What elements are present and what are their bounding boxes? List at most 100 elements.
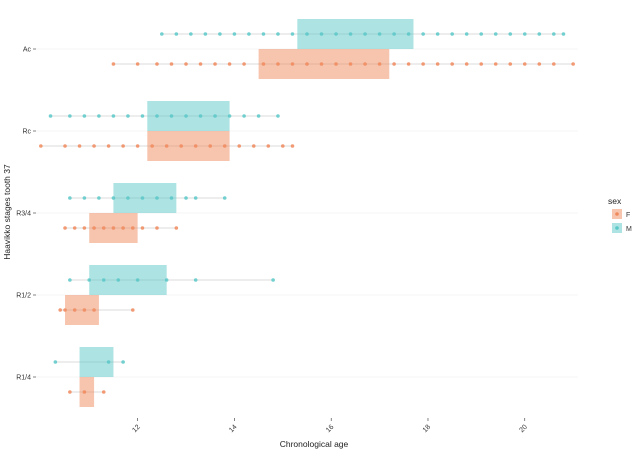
point-M-Ac bbox=[276, 32, 280, 36]
point-M-Rc bbox=[276, 114, 280, 118]
point-F-Ac bbox=[522, 62, 527, 66]
point-F-Rc bbox=[237, 144, 242, 148]
point-F-R3/4 bbox=[155, 226, 159, 230]
point-M-Ac bbox=[363, 32, 367, 36]
point-F-Rc bbox=[135, 144, 140, 148]
point-F-Ac bbox=[377, 62, 382, 66]
point-F-R3/4 bbox=[101, 226, 106, 230]
point-M-Ac bbox=[406, 32, 411, 36]
point-F-Ac bbox=[242, 62, 246, 66]
y-tick-label: Rc bbox=[22, 129, 31, 136]
point-M-R1/2 bbox=[87, 278, 92, 282]
point-F-Ac bbox=[319, 62, 324, 66]
point-F-R1/4 bbox=[68, 390, 72, 394]
point-F-Ac bbox=[552, 62, 556, 66]
point-F-Ac bbox=[290, 62, 295, 66]
point-M-Rc bbox=[227, 114, 232, 118]
x-tick-label: 18 bbox=[422, 424, 433, 435]
point-M-Rc bbox=[97, 114, 101, 118]
point-M-Ac bbox=[174, 32, 179, 36]
point-F-Rc bbox=[290, 144, 295, 148]
point-F-Ac bbox=[334, 62, 338, 66]
point-M-Rc bbox=[169, 114, 174, 118]
point-F-Ac bbox=[227, 62, 232, 66]
point-F-R3/4 bbox=[121, 226, 125, 230]
point-M-Rc bbox=[68, 114, 72, 118]
box-F-R1/4 bbox=[79, 377, 95, 407]
point-M-R3/4 bbox=[68, 196, 72, 200]
point-F-Ac bbox=[169, 62, 174, 66]
point-F-R3/4 bbox=[111, 226, 116, 230]
point-F-R3/4 bbox=[130, 226, 135, 230]
point-F-Rc bbox=[121, 144, 125, 148]
point-F-Ac bbox=[261, 62, 266, 66]
box-M-Ac bbox=[297, 19, 414, 49]
point-M-Ac bbox=[348, 32, 353, 36]
point-F-R1/2 bbox=[58, 308, 62, 312]
point-M-R1/2 bbox=[101, 278, 106, 282]
point-F-Rc bbox=[266, 144, 271, 148]
point-M-Ac bbox=[305, 32, 309, 36]
point-M-R3/4 bbox=[184, 196, 188, 200]
y-axis: Ac Rc R3/4 R1/2 R1/4 bbox=[16, 47, 36, 382]
legend-label-M: M bbox=[626, 226, 632, 233]
point-F-R3/4 bbox=[174, 226, 179, 230]
point-M-Rc bbox=[82, 114, 87, 118]
x-tick-label: 14 bbox=[228, 424, 239, 435]
point-M-Ac bbox=[203, 32, 208, 36]
point-F-Ac bbox=[406, 62, 411, 66]
point-F-Rc bbox=[77, 144, 82, 148]
point-M-R3/4 bbox=[97, 196, 101, 200]
point-F-Ac bbox=[213, 62, 217, 66]
point-M-Ac bbox=[537, 32, 542, 36]
point-F-R3/4 bbox=[140, 226, 145, 230]
point-F-Rc bbox=[208, 144, 213, 148]
point-F-Ac bbox=[435, 62, 440, 66]
point-M-Ac bbox=[493, 32, 498, 36]
point-M-R1/2 bbox=[164, 278, 169, 282]
point-F-Ac bbox=[276, 62, 280, 66]
point-M-R1/2 bbox=[271, 278, 275, 282]
point-F-Ac bbox=[450, 62, 454, 66]
point-M-R1/4 bbox=[106, 360, 111, 364]
point-M-Rc bbox=[213, 114, 217, 118]
legend: sex FM bbox=[608, 196, 632, 233]
point-M-R3/4 bbox=[193, 196, 198, 200]
point-F-Ac bbox=[392, 62, 396, 66]
y-axis-title: Haavikko stages tooth 37 bbox=[2, 164, 12, 260]
point-F-Rc bbox=[39, 144, 43, 148]
point-F-Ac bbox=[493, 62, 498, 66]
y-tick-label: R3/4 bbox=[16, 211, 31, 218]
point-M-R3/4 bbox=[82, 196, 87, 200]
point-F-Rc bbox=[164, 144, 169, 148]
point-M-Rc bbox=[256, 114, 261, 118]
point-F-Ac bbox=[348, 62, 353, 66]
point-M-R1/2 bbox=[193, 278, 198, 282]
y-tick-label: R1/2 bbox=[16, 293, 31, 300]
x-axis-title: Chronological age bbox=[280, 439, 349, 449]
point-F-R3/4 bbox=[82, 226, 87, 230]
point-M-Ac bbox=[261, 32, 266, 36]
y-tick-label: R1/4 bbox=[16, 375, 31, 382]
point-F-R3/4 bbox=[92, 226, 96, 230]
point-M-Ac bbox=[464, 32, 469, 36]
point-F-Ac bbox=[363, 62, 367, 66]
point-layer bbox=[39, 32, 575, 394]
point-F-Ac bbox=[155, 62, 159, 66]
point-M-R3/4 bbox=[155, 196, 159, 200]
point-F-Rc bbox=[193, 144, 198, 148]
point-F-R3/4 bbox=[72, 226, 77, 230]
point-F-Ac bbox=[184, 62, 188, 66]
x-tick-label: 12 bbox=[131, 424, 142, 435]
box-M-R1/2 bbox=[89, 265, 167, 295]
point-M-Rc bbox=[126, 114, 130, 118]
legend-label-F: F bbox=[626, 212, 630, 219]
point-F-Ac bbox=[135, 62, 140, 66]
point-M-Ac bbox=[522, 32, 527, 36]
point-M-Ac bbox=[392, 32, 396, 36]
legend-point-M bbox=[615, 226, 619, 230]
point-F-Ac bbox=[508, 62, 513, 66]
point-M-Ac bbox=[479, 32, 484, 36]
point-F-Ac bbox=[421, 62, 425, 66]
